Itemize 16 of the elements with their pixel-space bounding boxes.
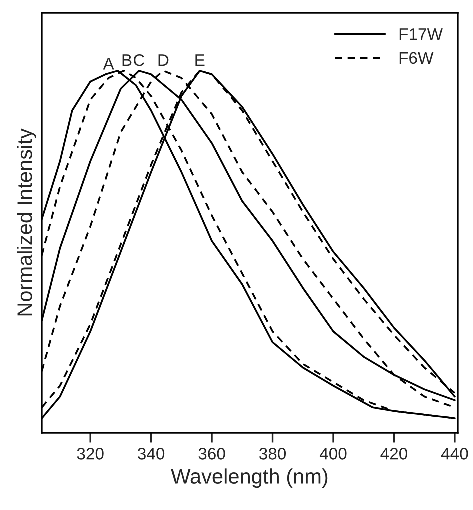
x-tick-label: 320 xyxy=(77,448,104,460)
annotation: B xyxy=(122,54,132,66)
legend-label: F17W xyxy=(400,28,443,40)
y-axis-title: Normalized Intensity xyxy=(17,128,36,316)
x-tick-label: 380 xyxy=(260,448,286,460)
annotation: D xyxy=(158,54,169,66)
legend-label: F6W xyxy=(400,52,434,64)
x-tick-label: 440 xyxy=(441,448,468,460)
x-tick-label: 420 xyxy=(380,448,408,460)
x-tick-label: 340 xyxy=(138,448,165,460)
x-tick-label: 400 xyxy=(320,448,347,460)
x-tick-label: 360 xyxy=(198,448,226,460)
x-axis-title: Wavelength (nm) xyxy=(171,468,328,488)
annotation: A xyxy=(103,58,114,70)
annotation: E xyxy=(196,54,205,66)
annotation: C xyxy=(134,54,145,66)
